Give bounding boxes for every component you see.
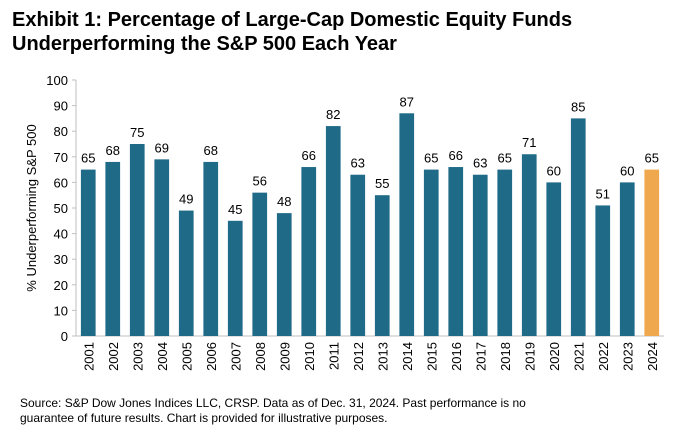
y-tick-label: 70 [54, 150, 68, 165]
chart-title: Exhibit 1: Percentage of Large-Cap Domes… [12, 8, 682, 56]
bar-2003 [129, 144, 145, 336]
bar-2004 [154, 159, 170, 336]
chart-title-line-1: Exhibit 1: Percentage of Large-Cap Domes… [12, 9, 573, 31]
bar-2020 [546, 182, 562, 336]
bar-2022 [595, 205, 611, 336]
y-tick-label: 0 [61, 329, 68, 344]
x-tick-label-2008: 2008 [253, 342, 268, 371]
x-tick-label-2015: 2015 [424, 342, 439, 371]
chart-title-line-2: Underperforming the S&P 500 Each Year [12, 33, 397, 55]
x-tick-label-2011: 2011 [326, 342, 341, 370]
bar-2013 [374, 195, 390, 336]
bar-chart: 0 10 20 30 40 50 60 70 80 90 100 % Underperforming … [24, 73, 664, 371]
x-tick-label-2007: 2007 [228, 342, 243, 371]
x-tick-label-2003: 2003 [130, 342, 145, 371]
y-tick-label: 40 [54, 227, 68, 242]
bar-2001 [80, 169, 96, 336]
data-label-2014: 87 [400, 94, 414, 109]
x-tick-label-2017: 2017 [473, 342, 488, 371]
y-tick-label: 30 [54, 252, 68, 267]
x-tick-label-2022: 2022 [596, 342, 611, 371]
bar-2015 [423, 169, 439, 336]
x-tick-label-2016: 2016 [449, 342, 464, 371]
data-label-2007: 45 [228, 202, 242, 217]
bar-2009 [276, 213, 292, 336]
y-tick-label: 20 [54, 278, 68, 293]
bar-2017 [472, 174, 488, 336]
data-label-2009: 48 [277, 194, 291, 209]
bar-2014 [399, 113, 415, 336]
bar-2016 [448, 167, 464, 336]
x-tick-label-2023: 2023 [620, 342, 635, 371]
bar-2012 [350, 174, 366, 336]
bar-2011 [325, 126, 341, 336]
data-label-2022: 51 [596, 186, 610, 201]
y-tick-label: 50 [54, 201, 68, 216]
source-line-1: Source: S&P Dow Jones Indices LLC, CRSP.… [20, 396, 526, 410]
bar-2010 [301, 167, 317, 336]
x-tick-label-2001: 2001 [81, 342, 96, 371]
bar-2002 [105, 161, 121, 336]
data-label-2008: 56 [253, 174, 267, 189]
bar-2021 [570, 118, 586, 337]
x-tick-label-2021: 2021 [571, 342, 586, 371]
x-tick-label-2009: 2009 [277, 342, 292, 371]
data-label-2005: 49 [179, 192, 193, 207]
data-label-2003: 75 [130, 125, 144, 140]
data-label-2023: 60 [620, 163, 634, 178]
y-tick-label: 90 [54, 99, 68, 114]
bar-2006 [203, 161, 219, 336]
data-label-2021: 85 [571, 99, 585, 114]
x-tick-label-2018: 2018 [498, 342, 513, 371]
bar-2005 [178, 210, 194, 336]
x-tick-label-2020: 2020 [547, 342, 562, 371]
x-tick-label-2014: 2014 [400, 342, 415, 371]
x-tick-label-2002: 2002 [106, 342, 121, 371]
y-tick-label: 60 [54, 175, 68, 190]
x-tick-label-2012: 2012 [351, 342, 366, 371]
source-line-2: guarantee of future results. Chart is pr… [20, 411, 388, 425]
data-label-2019: 71 [522, 135, 536, 150]
data-label-2013: 55 [375, 176, 389, 191]
data-label-2010: 66 [302, 148, 316, 163]
x-tick-label-2010: 2010 [302, 342, 317, 371]
bar-2018 [497, 169, 513, 336]
y-tick-label: 100 [46, 73, 68, 88]
x-tick-label-2024: 2024 [645, 342, 660, 371]
data-label-2006: 68 [204, 143, 218, 158]
source-note: Source: S&P Dow Jones Indices LLC, CRSP.… [20, 396, 680, 426]
data-label-2012: 63 [351, 156, 365, 171]
data-label-2001: 65 [81, 151, 95, 166]
data-label-2016: 66 [449, 148, 463, 163]
y-tick-label: 10 [54, 303, 68, 318]
bar-2008 [252, 192, 268, 336]
data-label-2017: 63 [473, 156, 487, 171]
y-tick-label: 80 [54, 124, 68, 139]
y-axis-title: % Underperforming S&P 500 [24, 124, 39, 291]
x-tick-label-2019: 2019 [522, 342, 537, 371]
x-tick-label-2013: 2013 [375, 342, 390, 371]
data-label-2011: 82 [326, 107, 340, 122]
data-label-2015: 65 [424, 151, 438, 166]
bar-2023 [619, 182, 635, 336]
data-label-2024: 65 [645, 151, 659, 166]
data-label-2002: 68 [106, 143, 120, 158]
bar-2019 [521, 154, 537, 336]
data-label-2020: 60 [547, 163, 561, 178]
x-tick-label-2005: 2005 [179, 342, 194, 371]
bar-2024 [644, 169, 660, 336]
data-label-2004: 69 [155, 140, 169, 155]
x-tick-label-2004: 2004 [155, 342, 170, 371]
data-label-2018: 65 [498, 151, 512, 166]
x-tick-label-2006: 2006 [204, 342, 219, 371]
bar-2007 [227, 220, 243, 336]
